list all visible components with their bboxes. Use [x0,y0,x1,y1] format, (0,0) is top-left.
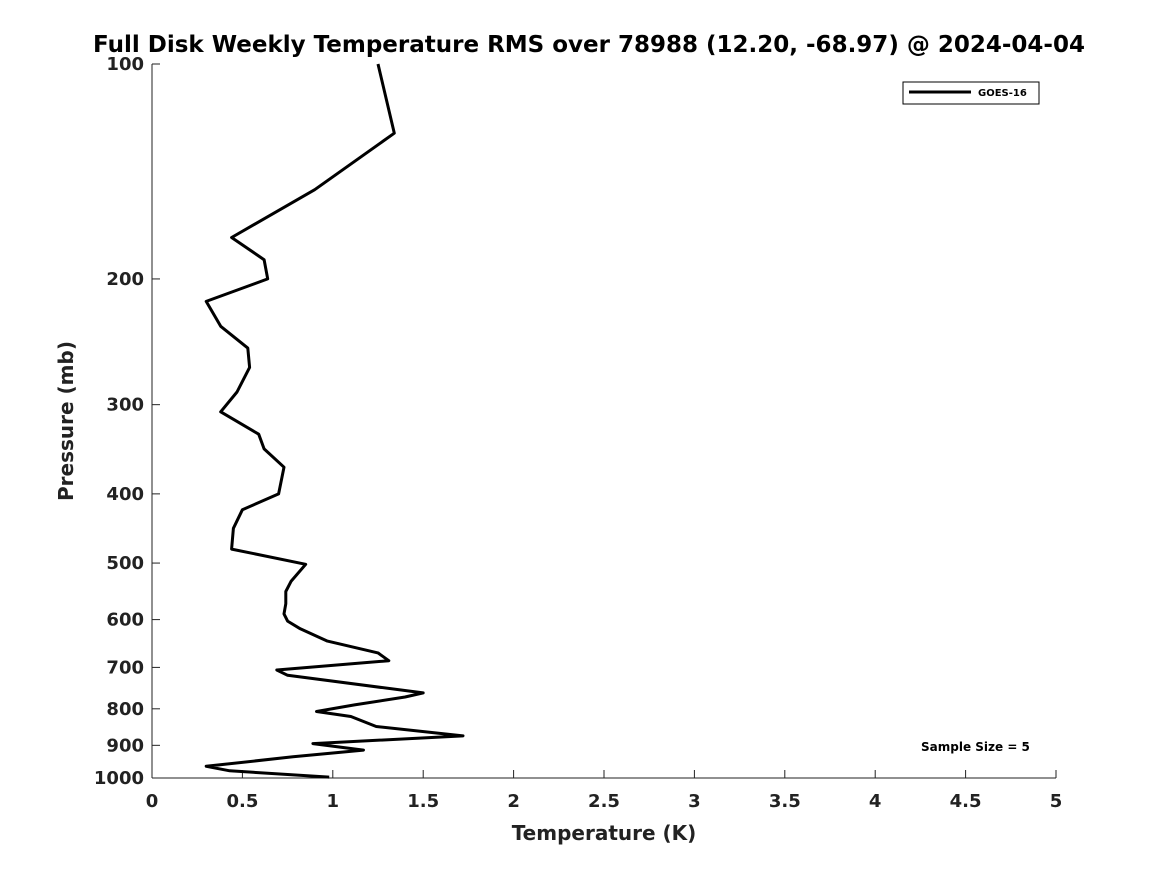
x-tick-label: 4.5 [950,791,982,812]
x-tick-label: 0.5 [226,791,258,812]
y-tick-label: 300 [106,395,144,416]
x-tick-label: 4 [869,791,882,812]
y-tick-label: 400 [106,484,144,505]
x-tick-label: 1.5 [407,791,439,812]
sample-size-annotation: Sample Size = 5 [921,740,1030,754]
series-layer [204,63,465,779]
y-tick-label: 100 [106,54,144,75]
x-tick-label: 0 [146,791,159,812]
y-tick-label: 900 [106,735,144,756]
y-axis-ticks: 100 200 300 400 500 600 700 800 900 1000 [94,54,160,789]
legend-label-goes16: GOES-16 [978,88,1027,99]
x-axis-label: Temperature (K) [512,821,697,845]
y-tick-label: 500 [106,553,144,574]
y-tick-label: 600 [106,610,144,631]
series-line-goes16 [204,63,465,779]
y-tick-label: 700 [106,657,144,678]
chart-title: Full Disk Weekly Temperature RMS over 78… [93,32,1085,58]
y-tick-label: 1000 [94,768,144,789]
x-tick-label: 1 [327,791,340,812]
x-tick-label: 5 [1050,791,1063,812]
y-tick-label: 200 [106,269,144,290]
y-tick-label: 800 [106,699,144,720]
y-axis-label: Pressure (mb) [54,341,78,501]
x-tick-label: 3.5 [769,791,801,812]
x-tick-label: 3 [688,791,701,812]
x-tick-label: 2.5 [588,791,620,812]
legend: GOES-16 [902,81,1040,105]
plot-axes [151,64,1056,779]
x-tick-label: 2 [507,791,520,812]
x-axis-ticks: 0 0.5 1 1.5 2 2.5 3 3.5 4 4.5 5 [146,770,1063,812]
